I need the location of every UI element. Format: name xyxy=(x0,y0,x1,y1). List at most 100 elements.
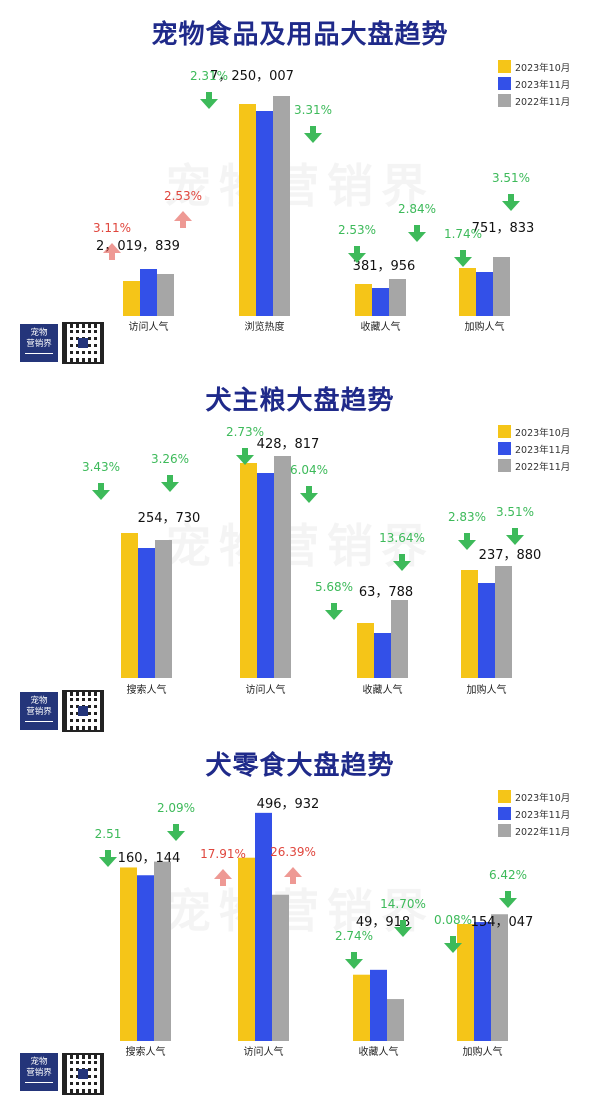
arrow-down-icon xyxy=(408,225,426,242)
change-label: 2.83% xyxy=(448,510,486,524)
arrow-down-icon xyxy=(348,246,366,263)
change-label: 6.42% xyxy=(489,868,527,882)
arrow-down-icon xyxy=(345,952,363,969)
bar-2-0 xyxy=(353,974,370,1041)
value-label: 428，817 xyxy=(257,437,320,452)
bar-3-1 xyxy=(478,583,495,678)
arrow-down-icon xyxy=(454,250,472,267)
bar-0-0 xyxy=(120,867,137,1041)
bar-3-2 xyxy=(495,566,512,678)
bar-2-2 xyxy=(389,279,406,316)
arrow-down-icon xyxy=(200,92,218,109)
bar-1-0 xyxy=(239,104,256,316)
legend-item-oct2023: 2023年10月 xyxy=(498,788,570,805)
arrow-down-icon xyxy=(236,448,254,465)
chart-svg-1: 访问人气 浏览热度 收藏人气 加购人气2，019，8397，250，007381，95… xyxy=(93,69,534,333)
arrow-up-icon xyxy=(103,243,121,260)
legend-item-nov2023: 2023年11月 xyxy=(498,440,570,457)
category-label: 加购人气 xyxy=(467,683,507,696)
change-label: 3.26% xyxy=(151,452,189,466)
bar-3-1 xyxy=(476,272,493,316)
change-label: 2.84% xyxy=(398,202,436,216)
bar-1-0 xyxy=(238,857,255,1041)
change-label: 2.74% xyxy=(335,929,373,943)
change-label: 3.43% xyxy=(82,460,120,474)
change-label: 0.08% xyxy=(434,913,472,927)
arrow-down-icon xyxy=(499,891,517,908)
value-label: 254，730 xyxy=(138,511,201,526)
bar-0-1 xyxy=(137,875,154,1041)
value-label: 381，956 xyxy=(353,259,416,274)
chart-svg-3: 搜索人气 访问人气 收藏人气 加购人气 160，144 496，932 49，918 154，… xyxy=(95,797,534,1058)
qr-code-2 xyxy=(62,690,104,732)
bar-0-0 xyxy=(123,281,140,316)
category-label: 收藏人气 xyxy=(361,320,401,333)
category-label: 搜索人气 xyxy=(126,1045,166,1058)
bar-2-0 xyxy=(357,623,374,678)
category-label: 访问人气 xyxy=(129,320,169,333)
bar-1-0 xyxy=(240,463,257,678)
value-label: 63，788 xyxy=(359,585,413,600)
change-label: 1.74% xyxy=(444,227,482,241)
category-label: 收藏人气 xyxy=(363,683,403,696)
arrow-down-icon xyxy=(167,824,185,841)
arrow-down-icon xyxy=(92,483,110,500)
legend-2: 2023年10月 2023年11月 2022年11月 xyxy=(498,423,570,474)
arrow-down-icon xyxy=(458,533,476,550)
legend-item-nov2023: 2023年11月 xyxy=(498,805,570,822)
bar-0-2 xyxy=(155,540,172,678)
chart-title-1: 宠物食品及用品大盘趋势 xyxy=(151,20,449,50)
category-label: 访问人气 xyxy=(244,1045,284,1058)
chart-title-3: 犬零食大盘趋势 xyxy=(205,751,395,781)
bar-0-2 xyxy=(154,861,171,1041)
bar-3-0 xyxy=(459,268,476,316)
bar-3-2 xyxy=(491,914,508,1041)
brand-logo-3: 宠物 营销界 xyxy=(20,1053,58,1091)
bar-3-0 xyxy=(461,570,478,678)
change-label: 2.09% xyxy=(157,801,195,815)
change-label: 2.51 xyxy=(95,827,122,841)
arrow-down-icon xyxy=(325,603,343,620)
change-label: 3.31% xyxy=(294,103,332,117)
brand-logo-2: 宠物 营销界 xyxy=(20,692,58,730)
bar-2-1 xyxy=(372,288,389,316)
legend-1: 2023年10月 2023年11月 2022年11月 xyxy=(498,58,570,109)
bar-0-1 xyxy=(140,269,157,316)
legend-item-nov2022: 2022年11月 xyxy=(498,457,570,474)
chart-svg-2: 搜索人气 访问人气 收藏人气 加购人气 254，730 428，817 63，788 237，… xyxy=(82,425,542,696)
value-label: 496，932 xyxy=(257,797,320,812)
arrow-down-icon xyxy=(393,554,411,571)
value-label: 49，918 xyxy=(356,915,410,930)
bar-0-2 xyxy=(157,274,174,316)
bar-1-1 xyxy=(257,473,274,678)
bar-3-0 xyxy=(457,924,474,1041)
bar-1-1 xyxy=(255,812,272,1041)
change-label: 2.31% xyxy=(190,69,228,83)
legend-3: 2023年10月 2023年11月 2022年11月 xyxy=(498,788,570,839)
value-label: 237，880 xyxy=(479,548,542,563)
arrow-down-icon xyxy=(99,850,117,867)
legend-item-nov2023: 2023年11月 xyxy=(498,75,570,92)
brand-logo-1: 宠物 营销界 xyxy=(20,324,58,362)
arrow-up-icon xyxy=(284,867,302,884)
arrow-down-icon xyxy=(444,936,462,953)
bar-0-0 xyxy=(121,533,138,678)
arrow-up-icon xyxy=(214,869,232,886)
change-label: 3.51% xyxy=(492,171,530,185)
change-label: 5.68% xyxy=(315,580,353,594)
qr-code-1 xyxy=(62,322,104,364)
arrow-down-icon xyxy=(300,486,318,503)
arrow-down-icon xyxy=(161,475,179,492)
category-label: 收藏人气 xyxy=(359,1045,399,1058)
change-label: 3.11% xyxy=(93,221,131,235)
legend-item-oct2023: 2023年10月 xyxy=(498,58,570,75)
legend-item-nov2022: 2022年11月 xyxy=(498,822,570,839)
bar-2-2 xyxy=(387,999,404,1041)
category-label: 加购人气 xyxy=(465,320,505,333)
bar-2-1 xyxy=(374,633,391,678)
value-label: 160，144 xyxy=(118,851,181,866)
chart-title-2: 犬主粮大盘趋势 xyxy=(205,386,395,416)
value-label: 154，047 xyxy=(471,915,534,930)
